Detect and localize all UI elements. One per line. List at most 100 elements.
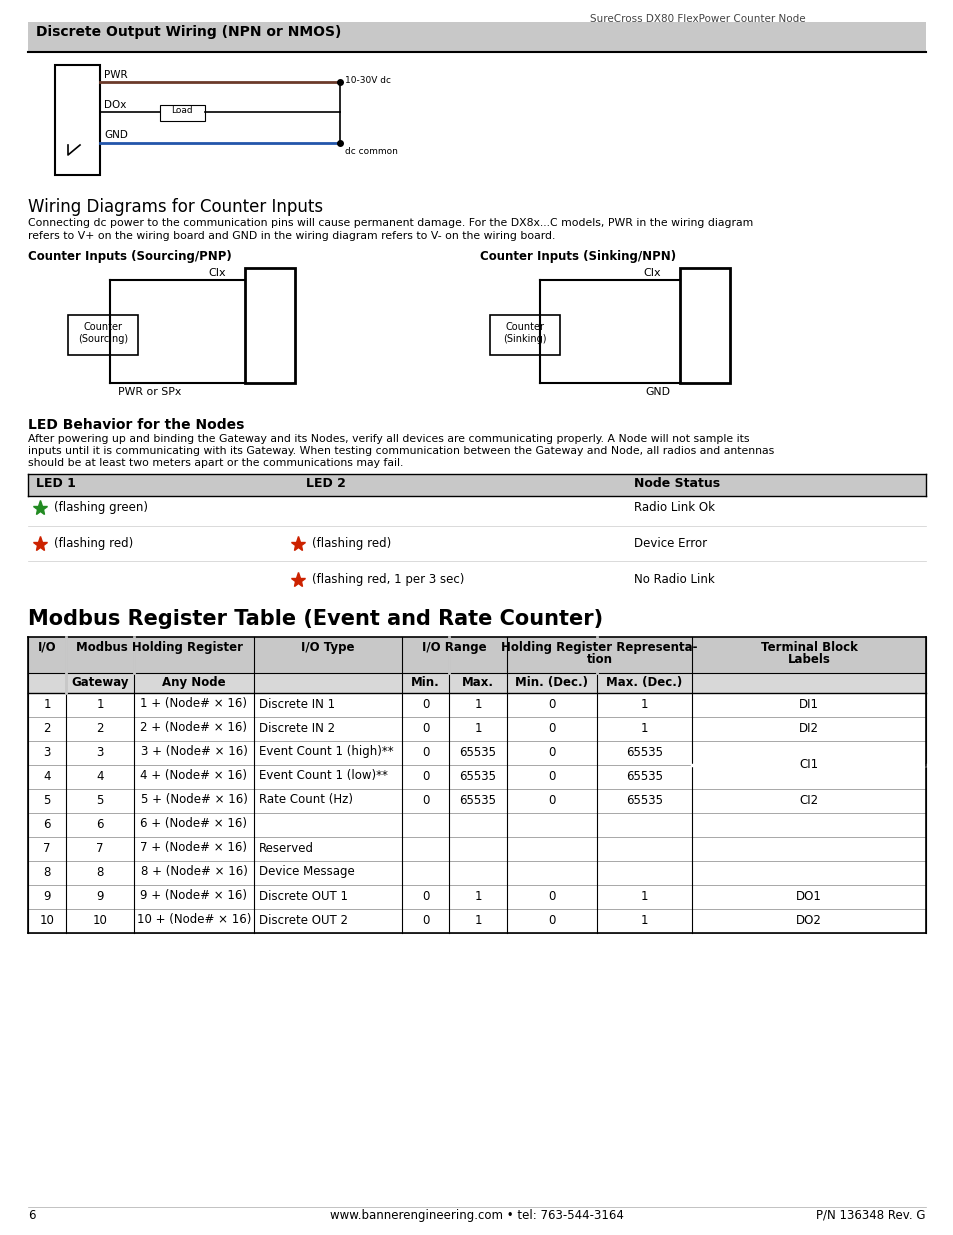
Text: Discrete Output Wiring (NPN or NMOS): Discrete Output Wiring (NPN or NMOS) <box>36 25 341 40</box>
Text: 0: 0 <box>421 721 429 735</box>
Text: 2: 2 <box>43 721 51 735</box>
Text: Event Count 1 (low)**: Event Count 1 (low)** <box>258 769 388 783</box>
Text: Discrete OUT 1: Discrete OUT 1 <box>258 889 348 903</box>
Bar <box>160 105 205 121</box>
Text: Load: Load <box>171 106 193 115</box>
Text: 7: 7 <box>43 841 51 855</box>
Text: 65535: 65535 <box>459 769 496 783</box>
Text: 1: 1 <box>474 721 481 735</box>
Text: Counter Inputs (Sourcing/PNP): Counter Inputs (Sourcing/PNP) <box>28 249 232 263</box>
Text: www.bannerengineering.com • tel: 763-544-3164: www.bannerengineering.com • tel: 763-544… <box>330 1209 623 1221</box>
Bar <box>55 65 100 175</box>
Text: 9: 9 <box>43 889 51 903</box>
Text: 0: 0 <box>421 889 429 903</box>
Text: Device Message: Device Message <box>258 866 355 878</box>
Text: 0: 0 <box>421 746 429 758</box>
Text: Gateway: Gateway <box>71 676 129 689</box>
Text: 1: 1 <box>640 889 648 903</box>
Text: 1: 1 <box>640 698 648 710</box>
Text: Modbus Register Table (Event and Rate Counter): Modbus Register Table (Event and Rate Co… <box>28 609 602 629</box>
Text: CI2: CI2 <box>799 794 818 806</box>
Bar <box>28 474 925 496</box>
Text: PWR or SPx: PWR or SPx <box>118 387 181 396</box>
Text: 1: 1 <box>43 698 51 710</box>
Text: DO2: DO2 <box>795 914 821 926</box>
Text: LED 2: LED 2 <box>306 477 346 490</box>
Text: 0: 0 <box>548 746 555 758</box>
Text: 6 + (Node# × 16): 6 + (Node# × 16) <box>140 818 247 830</box>
Text: inputs until it is communicating with its Gateway. When testing communication be: inputs until it is communicating with it… <box>28 446 774 456</box>
Text: Discrete IN 1: Discrete IN 1 <box>258 698 335 710</box>
Bar <box>490 315 559 354</box>
Text: 1: 1 <box>474 914 481 926</box>
Text: 2 + (Node# × 16): 2 + (Node# × 16) <box>140 721 247 735</box>
Text: 0: 0 <box>548 914 555 926</box>
Text: 1: 1 <box>474 698 481 710</box>
Text: 0: 0 <box>548 794 555 806</box>
Text: Discrete IN 2: Discrete IN 2 <box>258 721 335 735</box>
Text: DI2: DI2 <box>799 721 818 735</box>
Text: 1: 1 <box>640 721 648 735</box>
Text: Counter
(Sinking): Counter (Sinking) <box>503 322 546 343</box>
Text: 65535: 65535 <box>459 746 496 758</box>
Text: Max. (Dec.): Max. (Dec.) <box>606 676 682 689</box>
Text: LED Behavior for the Nodes: LED Behavior for the Nodes <box>28 417 244 432</box>
Text: 8: 8 <box>43 866 51 878</box>
Text: (flashing red): (flashing red) <box>312 537 391 550</box>
Text: PWR: PWR <box>104 70 128 80</box>
Text: Modbus Holding Register: Modbus Holding Register <box>76 641 243 655</box>
Text: 1: 1 <box>474 889 481 903</box>
Text: 65535: 65535 <box>459 794 496 806</box>
Text: 0: 0 <box>548 698 555 710</box>
Text: I/O Range: I/O Range <box>422 641 486 655</box>
Text: refers to V+ on the wiring board and GND in the wiring diagram refers to V- on t: refers to V+ on the wiring board and GND… <box>28 231 555 241</box>
Text: 8: 8 <box>96 866 104 878</box>
Text: 1: 1 <box>96 698 104 710</box>
Text: dc common: dc common <box>345 147 397 156</box>
Text: 3: 3 <box>96 746 104 758</box>
Bar <box>28 22 925 52</box>
Text: tion: tion <box>586 653 612 666</box>
Bar <box>679 268 729 383</box>
Text: (flashing green): (flashing green) <box>54 501 148 514</box>
Text: SureCross DX80 FlexPower Counter Node: SureCross DX80 FlexPower Counter Node <box>589 14 804 23</box>
Text: 5: 5 <box>43 794 51 806</box>
Text: Counter
(Sourcing): Counter (Sourcing) <box>78 322 128 343</box>
Text: CI1: CI1 <box>799 758 818 772</box>
Text: 6: 6 <box>43 818 51 830</box>
Text: 10 + (Node# × 16): 10 + (Node# × 16) <box>136 914 251 926</box>
Bar <box>28 673 925 693</box>
Text: DI1: DI1 <box>799 698 818 710</box>
Text: 7: 7 <box>96 841 104 855</box>
Text: 65535: 65535 <box>625 769 662 783</box>
Text: 4: 4 <box>43 769 51 783</box>
Text: Min.: Min. <box>411 676 439 689</box>
Text: Any Node: Any Node <box>162 676 226 689</box>
Text: 3 + (Node# × 16): 3 + (Node# × 16) <box>140 746 247 758</box>
Text: 10-30V dc: 10-30V dc <box>345 77 391 85</box>
Text: Node Status: Node Status <box>634 477 720 490</box>
Text: 0: 0 <box>421 698 429 710</box>
Text: 5: 5 <box>96 794 104 806</box>
Text: Discrete OUT 2: Discrete OUT 2 <box>258 914 348 926</box>
Text: Max.: Max. <box>461 676 494 689</box>
Text: I/O: I/O <box>38 641 56 655</box>
Text: should be at least two meters apart or the communications may fail.: should be at least two meters apart or t… <box>28 458 403 468</box>
Text: 2: 2 <box>96 721 104 735</box>
Text: 65535: 65535 <box>625 746 662 758</box>
Text: LED 1: LED 1 <box>36 477 76 490</box>
Text: DOx: DOx <box>104 100 126 110</box>
Text: 7 + (Node# × 16): 7 + (Node# × 16) <box>140 841 247 855</box>
Text: Radio Link Ok: Radio Link Ok <box>634 501 714 514</box>
Text: 1 + (Node# × 16): 1 + (Node# × 16) <box>140 698 247 710</box>
Text: 8 + (Node# × 16): 8 + (Node# × 16) <box>140 866 247 878</box>
Text: 0: 0 <box>548 769 555 783</box>
Text: 0: 0 <box>548 889 555 903</box>
Text: Wiring Diagrams for Counter Inputs: Wiring Diagrams for Counter Inputs <box>28 198 323 216</box>
Text: Holding Register Representa-: Holding Register Representa- <box>500 641 697 655</box>
Text: 9 + (Node# × 16): 9 + (Node# × 16) <box>140 889 247 903</box>
Text: 0: 0 <box>421 914 429 926</box>
Text: After powering up and binding the Gateway and its Nodes, verify all devices are : After powering up and binding the Gatewa… <box>28 433 749 445</box>
Text: 1: 1 <box>640 914 648 926</box>
Text: 9: 9 <box>96 889 104 903</box>
